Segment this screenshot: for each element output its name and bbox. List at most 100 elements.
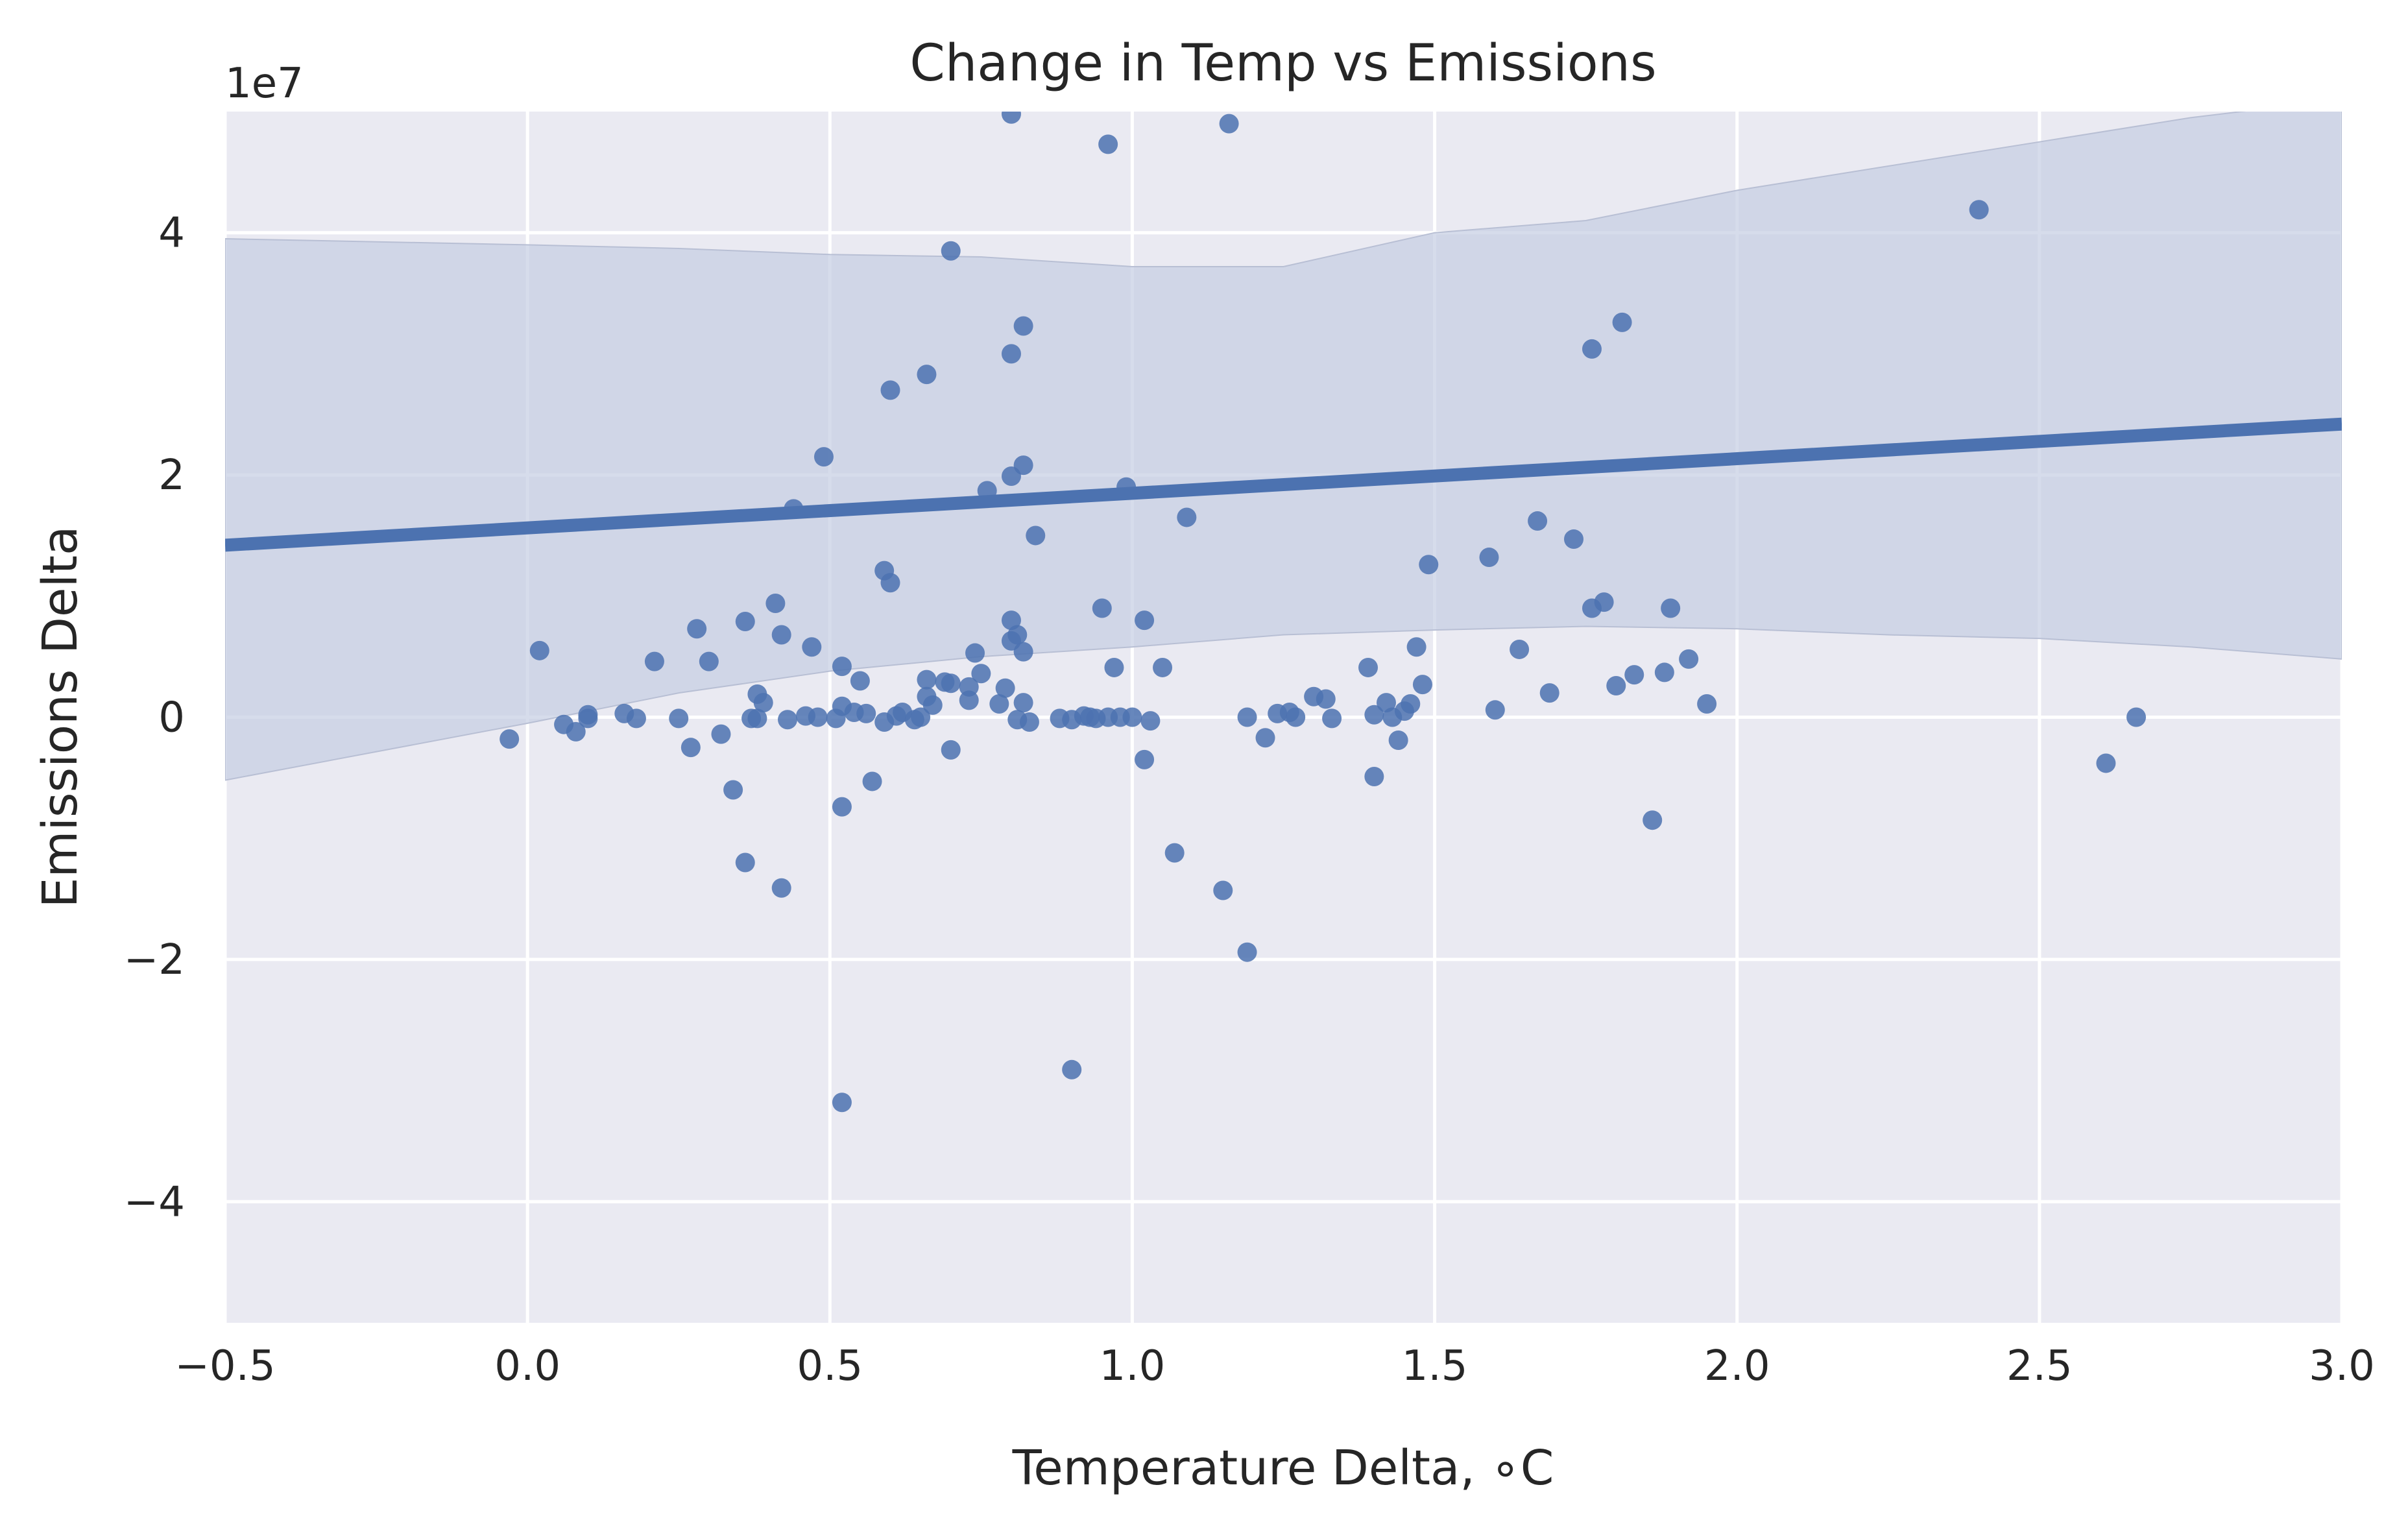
- data-point: [1485, 700, 1505, 720]
- regression-line: [225, 417, 2342, 552]
- data-point: [669, 708, 689, 729]
- data-point: [911, 707, 931, 727]
- y-tick-label: 0: [158, 694, 185, 742]
- data-point: [1594, 592, 1614, 612]
- x-tick-label: 2.0: [1704, 1342, 1770, 1390]
- data-point: [566, 721, 586, 742]
- data-point: [711, 724, 731, 744]
- data-point: [735, 612, 755, 632]
- data-point: [1122, 707, 1142, 727]
- data-point: [1606, 675, 1626, 695]
- data-point: [1661, 598, 1681, 618]
- data-point: [922, 695, 943, 715]
- data-point: [1177, 507, 1197, 527]
- data-point: [1013, 693, 1033, 713]
- data-point: [1062, 1059, 1082, 1080]
- data-point: [1412, 675, 1432, 695]
- data-point: [1013, 455, 1033, 476]
- data-point: [1969, 200, 1989, 220]
- x-tick-label: 1.0: [1100, 1342, 1166, 1390]
- data-point: [832, 1092, 852, 1113]
- data-point: [1001, 112, 1021, 124]
- data-point: [880, 573, 900, 593]
- y-tick-label: 4: [158, 210, 185, 258]
- data-point: [1164, 843, 1185, 863]
- data-point: [735, 852, 755, 873]
- data-point: [1219, 114, 1239, 134]
- data-point: [941, 740, 961, 760]
- data-point: [856, 703, 876, 723]
- data-point: [862, 771, 882, 791]
- data-point: [1213, 880, 1233, 900]
- x-tick-label: 0.0: [494, 1342, 560, 1390]
- data-point: [1001, 344, 1021, 364]
- data-point: [723, 780, 743, 800]
- data-point: [1322, 708, 1342, 729]
- data-point: [1612, 312, 1632, 332]
- data-point: [1528, 511, 1548, 531]
- data-point: [699, 651, 719, 671]
- data-point: [1679, 649, 1699, 669]
- data-point: [2126, 707, 2147, 727]
- data-point: [1286, 707, 1306, 727]
- y-offset-label: 1e7: [225, 60, 304, 108]
- data-point: [1098, 134, 1118, 154]
- data-point: [941, 241, 961, 261]
- data-point: [1364, 705, 1384, 725]
- data-point: [687, 619, 707, 639]
- confidence-band-layer: [225, 112, 2342, 781]
- data-point: [747, 708, 767, 729]
- data-point: [1255, 728, 1275, 748]
- data-point: [1135, 749, 1155, 769]
- data-point: [1582, 339, 1602, 359]
- y-tick-label: −2: [124, 936, 185, 984]
- data-point: [1401, 694, 1421, 714]
- data-point: [753, 693, 773, 713]
- y-tick-label: −4: [124, 1178, 185, 1226]
- data-point: [765, 594, 786, 614]
- data-point: [880, 380, 900, 400]
- x-tick-label: 1.5: [1402, 1342, 1468, 1390]
- data-point: [1539, 683, 1559, 703]
- data-point: [529, 640, 549, 660]
- data-point: [644, 651, 664, 671]
- x-tick-label: 3.0: [2309, 1342, 2375, 1390]
- data-point: [850, 671, 870, 691]
- data-point: [1013, 316, 1033, 336]
- data-point: [778, 710, 798, 730]
- data-point: [941, 673, 961, 694]
- chart-title: Change in Temp vs Emissions: [909, 34, 1656, 93]
- tick-labels-layer: −0.5 0.0 0.5 1.0 1.5 2.0 2.5 3.0 −4 −2 0 2 4: [124, 210, 2375, 1390]
- data-point: [813, 447, 834, 467]
- data-point: [1013, 642, 1033, 662]
- data-point: [1376, 693, 1396, 713]
- data-point: [1026, 525, 1046, 546]
- data-point: [1140, 711, 1161, 731]
- data-point: [771, 625, 791, 645]
- data-point: [626, 708, 646, 729]
- data-point: [1153, 657, 1173, 677]
- data-point: [917, 670, 937, 690]
- data-point: [971, 664, 991, 684]
- data-points-layer: [500, 112, 2147, 1113]
- data-point: [1643, 810, 1663, 830]
- data-point: [1654, 662, 1674, 682]
- data-point: [1237, 707, 1257, 727]
- x-tick-label: 0.5: [797, 1342, 863, 1390]
- data-point: [832, 657, 852, 677]
- data-point: [1237, 942, 1257, 962]
- data-point: [1001, 610, 1021, 631]
- x-tick-label: 2.5: [2006, 1342, 2073, 1390]
- data-point: [1510, 639, 1530, 659]
- data-point: [1092, 598, 1112, 618]
- data-point: [1406, 637, 1427, 657]
- y-axis-label: Emissions Delta: [32, 526, 88, 908]
- regression-line-layer: [225, 417, 2342, 552]
- data-point: [802, 637, 822, 657]
- data-point: [500, 729, 520, 749]
- data-point: [965, 643, 985, 663]
- data-point: [989, 694, 1009, 714]
- y-tick-label: 2: [158, 452, 185, 500]
